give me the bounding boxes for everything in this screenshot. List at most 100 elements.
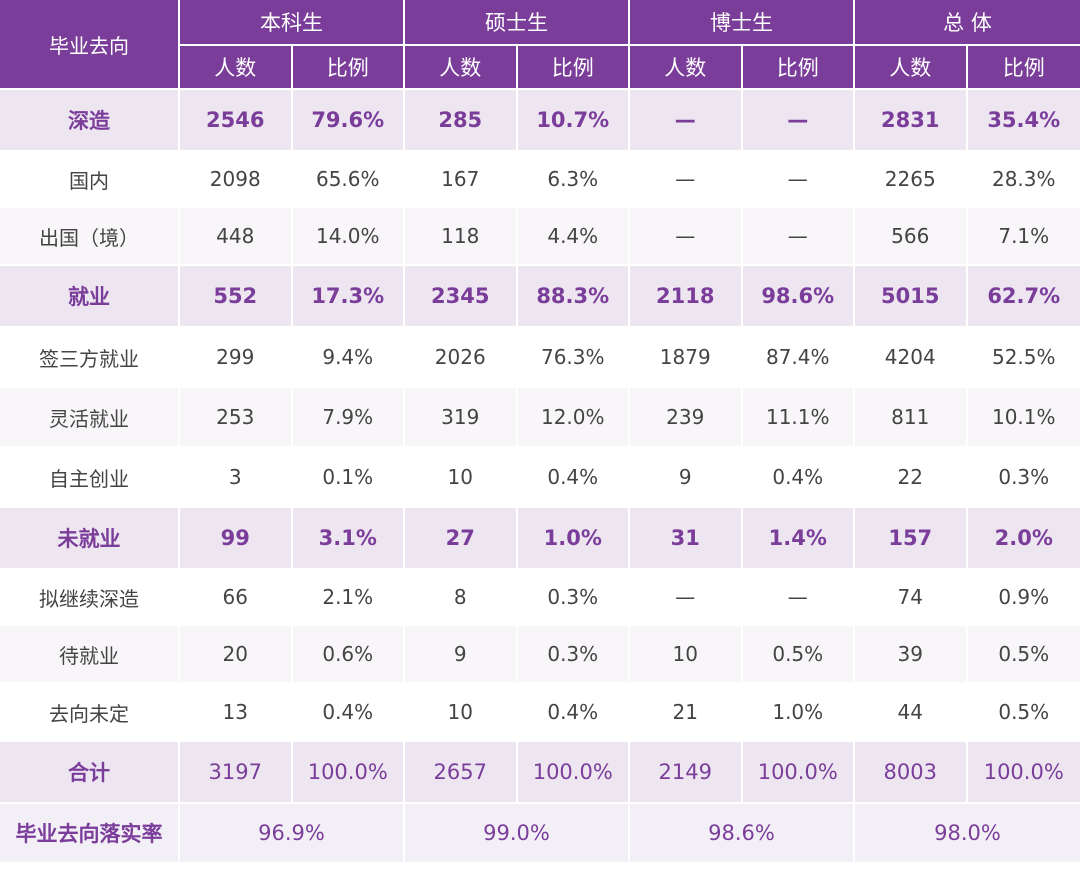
- count-cell: 811: [855, 388, 968, 448]
- count-cell: 13: [180, 684, 293, 742]
- ratio-cell: 0.6%: [292, 626, 405, 684]
- count-cell: —: [630, 570, 743, 626]
- ratio-cell: 100.0%: [967, 742, 1080, 804]
- table-row: 深造 2546 79.6% 285 10.7% — —2831 35.4%: [0, 90, 1080, 152]
- table-body: 深造 2546 79.6% 285 10.7% — —2831 35.4% 国内 2098 65.6…: [0, 90, 1080, 864]
- sub-header-ratio: 比例: [742, 46, 855, 90]
- count-cell: 8: [405, 570, 518, 626]
- group-header-master: 硕士生: [405, 0, 630, 46]
- count-cell: 9: [405, 626, 518, 684]
- ratio-cell: 100.0%: [742, 742, 855, 804]
- count-cell: 566: [855, 208, 968, 266]
- ratio-cell: 88.3%: [517, 266, 630, 328]
- count-cell: 2831: [855, 90, 968, 152]
- ratio-cell: —: [742, 570, 855, 626]
- row-label: 未就业: [0, 508, 180, 570]
- ratio-cell: 0.3%: [517, 626, 630, 684]
- ratio-cell: 28.3%: [967, 152, 1080, 208]
- ratio-cell: 100.0%: [517, 742, 630, 804]
- ratio-cell: 76.3%: [517, 328, 630, 388]
- count-cell: 44: [855, 684, 968, 742]
- sub-header-ratio: 比例: [292, 46, 405, 90]
- row-label: 待就业: [0, 626, 180, 684]
- count-cell: 10: [405, 448, 518, 508]
- table-row: 就业 552 17.3% 2345 88.3% 2118 98.6% 5015 62.7%: [0, 266, 1080, 328]
- row-label: 拟继续深造: [0, 570, 180, 626]
- count-cell: 2265: [855, 152, 968, 208]
- count-cell: 299: [180, 328, 293, 388]
- rate-row-label: 毕业去向落实率: [0, 804, 180, 864]
- ratio-cell: 3.1%: [292, 508, 405, 570]
- table-row: 拟继续深造 66 2.1% 8 0.3% — —74 0.9%: [0, 570, 1080, 626]
- ratio-cell: 0.4%: [292, 684, 405, 742]
- group-header-undergrad: 本科生: [180, 0, 405, 46]
- ratio-cell: 0.5%: [742, 626, 855, 684]
- ratio-cell: 100.0%: [292, 742, 405, 804]
- ratio-cell: 35.4%: [967, 90, 1080, 152]
- ratio-cell: 10.1%: [967, 388, 1080, 448]
- count-cell: 5015: [855, 266, 968, 328]
- count-cell: 8003: [855, 742, 968, 804]
- count-cell: 2098: [180, 152, 293, 208]
- table-row: 未就业 99 3.1% 27 1.0% 31 1.4% 157 2.0%: [0, 508, 1080, 570]
- ratio-cell: —: [742, 208, 855, 266]
- ratio-cell: 1.0%: [742, 684, 855, 742]
- rate-cell: 96.9%: [180, 804, 405, 864]
- ratio-cell: 1.4%: [742, 508, 855, 570]
- ratio-cell: 0.3%: [517, 570, 630, 626]
- ratio-cell: 0.4%: [742, 448, 855, 508]
- row-label: 国内: [0, 152, 180, 208]
- count-cell: 39: [855, 626, 968, 684]
- ratio-cell: 7.9%: [292, 388, 405, 448]
- row-header: 毕业去向: [0, 0, 180, 90]
- count-cell: 2657: [405, 742, 518, 804]
- count-cell: 4204: [855, 328, 968, 388]
- table-row: 出国（境） 448 14.0% 118 4.4% — —566 7.1%: [0, 208, 1080, 266]
- table-row: 国内 2098 65.6% 167 6.3% — —2265 28.3%: [0, 152, 1080, 208]
- ratio-cell: 2.0%: [967, 508, 1080, 570]
- table-row: 自主创业 3 0.1% 10 0.4% 9 0.4% 22 0.3%: [0, 448, 1080, 508]
- count-cell: 9: [630, 448, 743, 508]
- count-cell: 2026: [405, 328, 518, 388]
- table-row: 待就业 20 0.6% 9 0.3% 10 0.5% 39 0.5%: [0, 626, 1080, 684]
- count-cell: 448: [180, 208, 293, 266]
- ratio-cell: 0.3%: [967, 448, 1080, 508]
- ratio-cell: 6.3%: [517, 152, 630, 208]
- ratio-cell: 52.5%: [967, 328, 1080, 388]
- count-cell: 1879: [630, 328, 743, 388]
- row-label: 去向未定: [0, 684, 180, 742]
- count-cell: 2118: [630, 266, 743, 328]
- ratio-cell: 11.1%: [742, 388, 855, 448]
- count-cell: 10: [405, 684, 518, 742]
- count-cell: 319: [405, 388, 518, 448]
- table-row: 灵活就业 253 7.9% 319 12.0% 239 11.1% 811 10.1%: [0, 388, 1080, 448]
- count-cell: 66: [180, 570, 293, 626]
- count-cell: 285: [405, 90, 518, 152]
- ratio-cell: 4.4%: [517, 208, 630, 266]
- rate-cell: 98.0%: [855, 804, 1080, 864]
- group-header-phd: 博士生: [630, 0, 855, 46]
- ratio-cell: 65.6%: [292, 152, 405, 208]
- sub-header-count: 人数: [405, 46, 518, 90]
- ratio-cell: 0.1%: [292, 448, 405, 508]
- ratio-cell: —: [742, 90, 855, 152]
- ratio-cell: 0.4%: [517, 448, 630, 508]
- ratio-cell: 1.0%: [517, 508, 630, 570]
- sub-header-ratio: 比例: [967, 46, 1080, 90]
- rate-cell: 99.0%: [405, 804, 630, 864]
- count-cell: 118: [405, 208, 518, 266]
- row-label: 出国（境）: [0, 208, 180, 266]
- count-cell: 157: [855, 508, 968, 570]
- ratio-cell: 9.4%: [292, 328, 405, 388]
- ratio-cell: 14.0%: [292, 208, 405, 266]
- count-cell: 21: [630, 684, 743, 742]
- ratio-cell: 62.7%: [967, 266, 1080, 328]
- row-label: 自主创业: [0, 448, 180, 508]
- count-cell: 2546: [180, 90, 293, 152]
- row-label: 就业: [0, 266, 180, 328]
- sub-header-ratio: 比例: [517, 46, 630, 90]
- rate-cell: 98.6%: [630, 804, 855, 864]
- ratio-cell: 0.5%: [967, 684, 1080, 742]
- rate-row: 毕业去向落实率 96.9% 99.0% 98.6% 98.0%: [0, 804, 1080, 864]
